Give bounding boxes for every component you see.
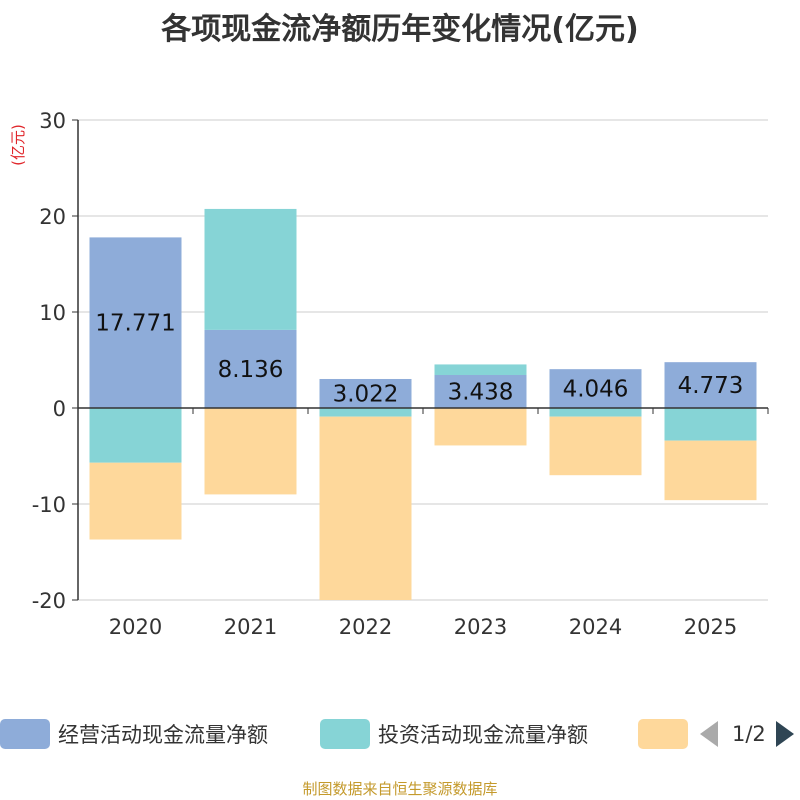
grid-lines [78,119,768,601]
bar-2022-series-2[interactable] [319,416,412,600]
y-axis-unit-label: (亿元) [9,124,27,166]
axes: -20 -10 0 10 20 30 2020 2021 2022 2023 2024 2025 [32,109,769,639]
x-tick-label: 2024 [569,615,622,639]
legend-swatch-investing [320,719,370,749]
bar-2020-series-2[interactable] [89,462,182,540]
x-tick-label: 2021 [224,615,277,639]
y-tick-label: 30 [39,109,66,133]
legend-label-investing: 投资活动现金流量净额 [378,723,588,747]
bar-2024-series-0[interactable] [549,369,642,408]
bar-2020-series-0[interactable] [89,237,182,408]
bar-2023-series-1[interactable] [434,364,527,375]
bar-2020-series-1[interactable] [89,408,182,463]
legend: 经营活动现金流量净额 投资活动现金流量净额 1/2 [0,716,800,752]
legend-label-operating: 经营活动现金流量净额 [58,723,268,747]
legend-swatch-operating [0,719,50,749]
bar-2025-series-0[interactable] [664,362,757,408]
bar-2022-series-0[interactable] [319,378,412,408]
bars [89,208,757,600]
data-labels: 17.771 8.136 3.022 3.438 4.046 4.773 [95,311,743,408]
data-label-2022: 3.022 [333,381,399,407]
bar-2021-series-1[interactable] [204,208,297,330]
legend-page-indicator: 1/2 [732,722,766,746]
data-label-2024: 4.046 [563,377,629,403]
y-tick-label: -20 [32,589,66,613]
x-tick-label: 2025 [684,615,737,639]
bar-2024-series-1[interactable] [549,408,642,417]
data-source-note: 制图数据来自恒生聚源数据库 [302,780,498,798]
y-tick-label: 10 [39,301,66,325]
x-tick-label: 2020 [109,615,162,639]
data-label-2021: 8.136 [218,357,284,383]
legend-swatch-financing [638,719,688,749]
bar-2021-series-0[interactable] [204,329,297,408]
chart-title: 各项现金流净额历年变化情况(亿元) [161,12,639,47]
triangle-left-icon[interactable] [700,721,718,747]
bar-2024-series-2[interactable] [549,416,642,476]
bar-2023-series-2[interactable] [434,408,527,446]
legend-pager: 1/2 [700,716,794,752]
y-tick-label: -10 [32,493,66,517]
bar-2022-series-1[interactable] [319,408,412,417]
y-tick-label: 0 [53,397,66,421]
bar-2025-series-1[interactable] [664,408,757,441]
data-label-2025: 4.773 [678,373,744,399]
bar-2021-series-2[interactable] [204,408,297,495]
legend-item-investing[interactable]: 投资活动现金流量净额 [320,716,588,752]
bar-2023-series-0[interactable] [434,374,527,408]
x-tick-label: 2022 [339,615,392,639]
data-label-2020: 17.771 [95,311,175,337]
x-tick-label: 2023 [454,615,507,639]
bar-2025-series-2[interactable] [664,440,757,501]
y-tick-label: 20 [39,205,66,229]
data-label-2023: 3.438 [448,379,514,405]
triangle-right-icon[interactable] [775,721,794,747]
legend-item-operating[interactable]: 经营活动现金流量净额 [0,716,268,752]
legend-item-financing[interactable] [638,716,696,752]
